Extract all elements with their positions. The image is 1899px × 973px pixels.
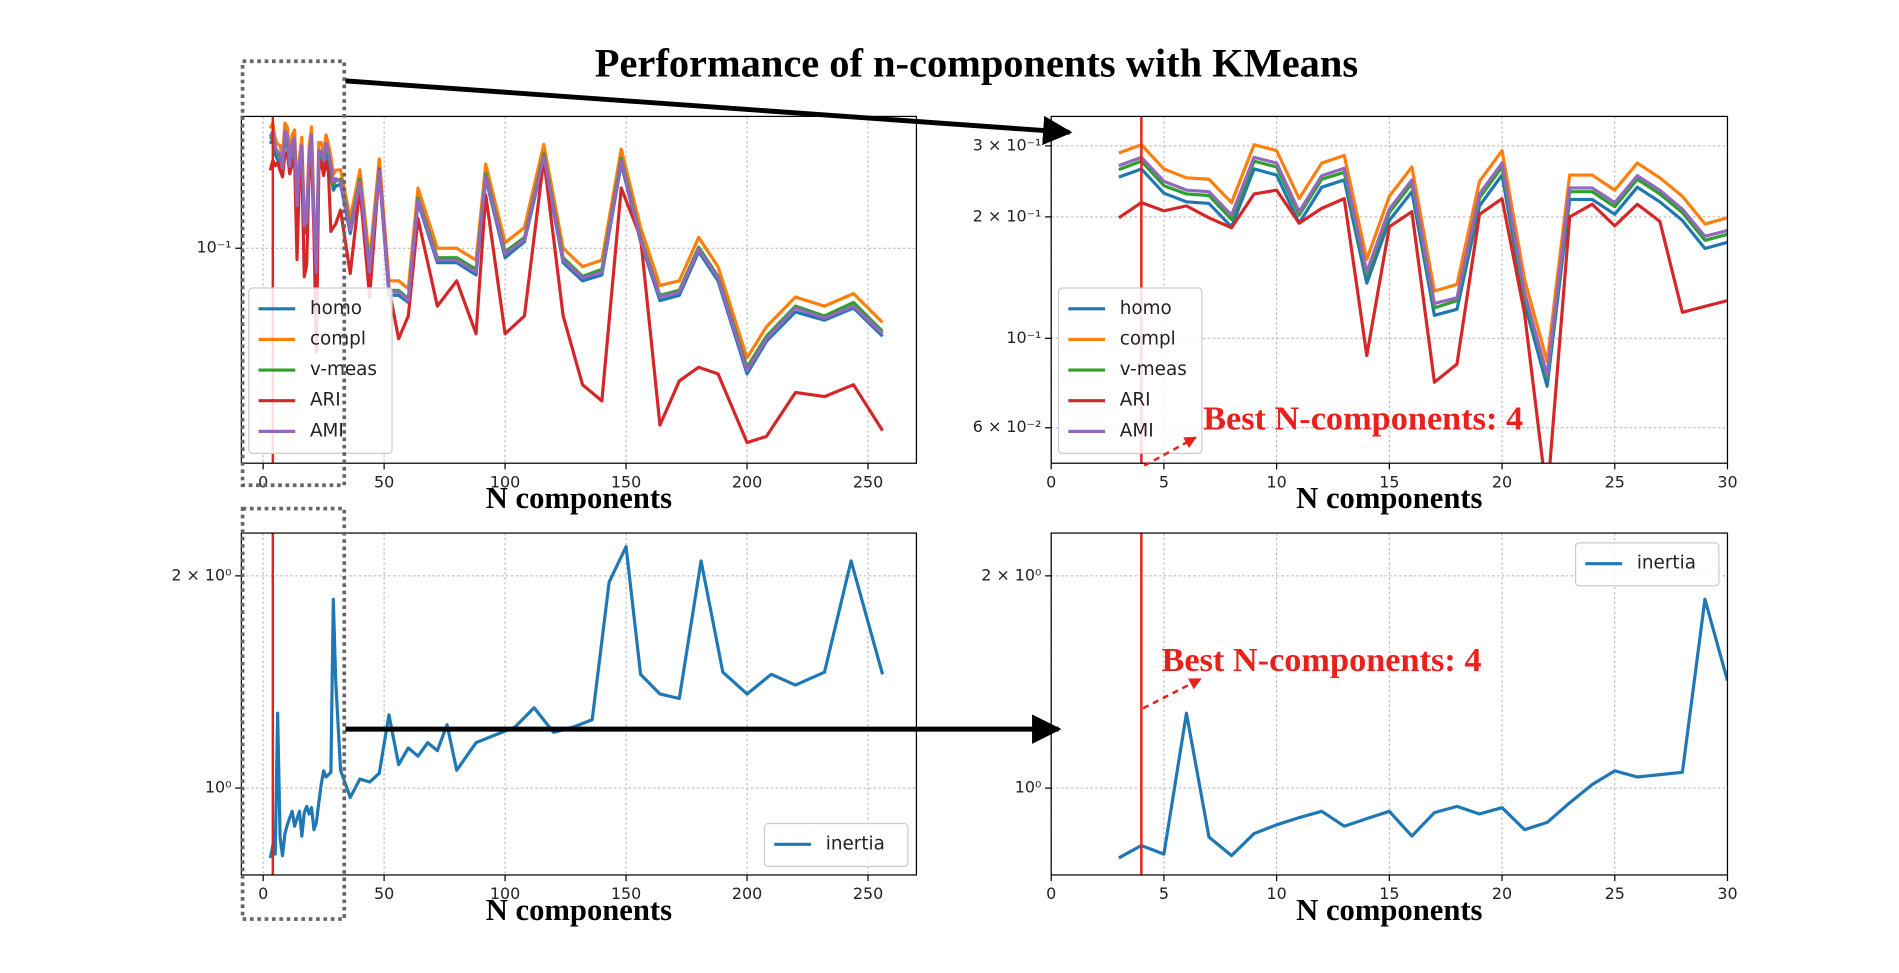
legend: inertia (1574, 542, 1720, 587)
zoom-box (240, 59, 347, 488)
axes-frame (1050, 115, 1729, 464)
series-group (1118, 597, 1728, 860)
x-tick-label: 100 (490, 884, 520, 903)
series-line (268, 545, 885, 859)
legend-label: AMI (1120, 420, 1154, 441)
legend-label: compl (310, 328, 366, 349)
legend-box (1057, 287, 1203, 455)
legend: homo compl v-meas ARI AMI (1057, 287, 1203, 455)
annotation: Best N-components: 4 (1161, 641, 1481, 679)
x-axis-label: N components (486, 893, 672, 927)
x-tick-label: 0 (1046, 884, 1056, 903)
chart: 0 5 10 15 20 25 30 6 × 10⁻² 10⁻¹ 2 × 10⁻¹ 3 × 10⁻¹… (973, 115, 1738, 515)
y-tick-label: 2 × 10⁰ (981, 565, 1041, 584)
x-tick-label: 250 (853, 884, 883, 903)
x-tick-label: 30 (1717, 472, 1737, 491)
chart: 0 50 100 150 200 250 10⁰ 2 × 10⁰ inertia N compon… (171, 532, 918, 927)
x-tick-label: 50 (374, 472, 394, 491)
y-tick-label: 10⁻¹ (1006, 328, 1041, 347)
series-line (1117, 188, 1728, 464)
plot-area (241, 533, 917, 875)
legend-label: compl (1120, 328, 1176, 349)
legend-label: AMI (310, 420, 344, 441)
y-tick-label: 10⁰ (1015, 778, 1042, 797)
x-tick-label: 150 (611, 472, 641, 491)
axes-frame (240, 532, 918, 876)
axes-frame (1050, 532, 1729, 876)
x-tick-label: 0 (258, 884, 268, 903)
series-group (268, 121, 884, 445)
series-group (268, 545, 885, 859)
x-tick-label: 250 (853, 472, 883, 491)
x-tick-label: 20 (1492, 472, 1512, 491)
y-tick-label: 3 × 10⁻¹ (973, 135, 1042, 154)
legend-label: ARI (310, 390, 341, 411)
y-tick-label: 6 × 10⁻² (973, 417, 1042, 436)
legend-label: ARI (1120, 390, 1151, 411)
legend-box (248, 287, 393, 455)
annotation: Best N-components: 4 (1203, 399, 1523, 437)
x-tick-label: 100 (490, 472, 520, 491)
x-tick-label: 0 (1046, 472, 1056, 491)
legend-label: v-meas (310, 359, 377, 380)
x-tick-label: 200 (732, 884, 762, 903)
x-tick-label: 200 (732, 472, 762, 491)
x-tick-label: 0 (258, 472, 268, 491)
x-tick-label: 15 (1379, 884, 1399, 903)
legend: homo compl v-meas ARI AMI (248, 287, 393, 455)
legend-label: homo (310, 298, 362, 319)
legend-label: homo (1120, 298, 1172, 319)
series-line (1118, 597, 1728, 860)
axes-frame (240, 115, 918, 464)
x-tick-label: 10 (1266, 472, 1286, 491)
legend: inertia (763, 822, 909, 867)
x-axis-label: N components (486, 481, 672, 515)
x-axis-label: N components (1296, 893, 1482, 927)
x-tick-label: 5 (1159, 884, 1169, 903)
x-tick-label: 10 (1266, 884, 1286, 903)
legend-box (763, 822, 909, 867)
annotation-arrow (1143, 436, 1197, 467)
series-group (1117, 143, 1728, 464)
chart: 0 50 100 150 200 250 10⁻¹ homo compl v-meas ARI AMI… (197, 115, 918, 515)
x-tick-label: 20 (1492, 884, 1512, 903)
plots: 0 50 100 150 200 25010⁻¹homocomplv-measARIAMI… (171, 115, 1738, 927)
legend-box (1574, 542, 1720, 587)
series-line (268, 129, 884, 373)
x-tick-label: 25 (1605, 472, 1625, 491)
x-tick-label: 5 (1159, 472, 1169, 491)
series-line (1118, 143, 1728, 364)
x-tick-label: 30 (1717, 884, 1737, 903)
chart: 0 5 10 15 20 25 30 10⁰ 2 × 10⁰ inertia N component… (981, 532, 1738, 927)
x-tick-label: 15 (1379, 472, 1399, 491)
y-tick-label: 10⁻¹ (197, 238, 232, 257)
x-axis-label: N components (1296, 481, 1482, 515)
y-tick-label: 10⁰ (205, 778, 232, 797)
x-tick-label: 50 (374, 884, 394, 903)
figure-title: Performance of n-components with KMeans (595, 41, 1358, 86)
x-tick-label: 25 (1605, 884, 1625, 903)
series-line (268, 121, 884, 360)
series-line (1118, 155, 1728, 377)
zoom-box (240, 506, 347, 921)
zoom-arrow (345, 78, 1073, 146)
y-tick-label: 2 × 10⁻¹ (973, 206, 1042, 225)
x-tick-label: 150 (611, 884, 641, 903)
legend-label: inertia (1637, 553, 1696, 574)
legend-label: inertia (826, 833, 885, 854)
legend-label: v-meas (1120, 359, 1187, 380)
y-tick-label: 2 × 10⁰ (171, 565, 231, 584)
